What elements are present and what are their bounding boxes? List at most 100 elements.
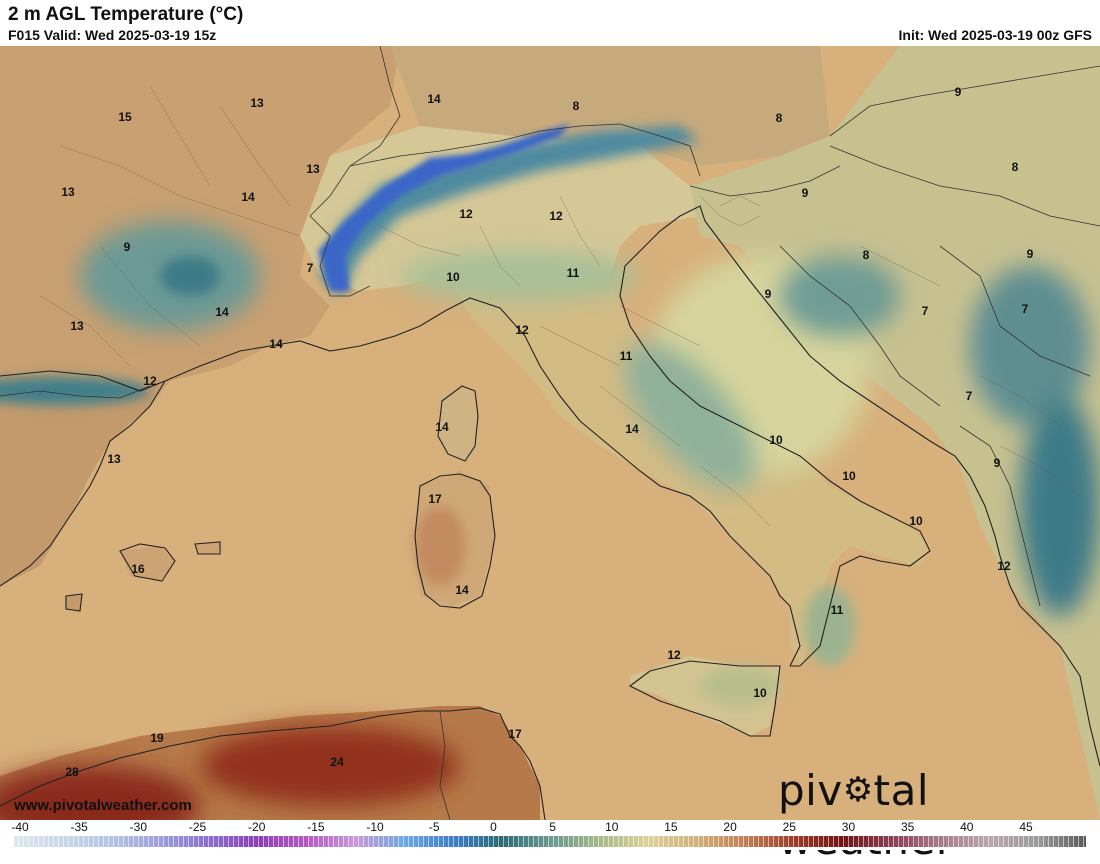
legend-tick-label: -25 <box>188 820 207 834</box>
legend-tick-label: -10 <box>366 820 384 834</box>
temperature-value-label: 14 <box>427 92 441 106</box>
land-mallorca <box>120 546 175 581</box>
cold-france <box>160 256 220 296</box>
land-italy-peninsula <box>450 276 930 666</box>
legend-tick-label: 0 <box>490 820 497 834</box>
legend-tick-label: 20 <box>723 820 737 834</box>
map-header: 2 m AGL Temperature (°C) F015 Valid: Wed… <box>0 0 1100 46</box>
temperature-value-label: 11 <box>620 349 633 363</box>
coast-balkan-south <box>969 475 1100 767</box>
border-spain-france <box>0 385 151 399</box>
temperature-value-label: 24 <box>330 755 344 769</box>
temperature-value-label: 14 <box>435 420 449 434</box>
temperature-value-label: 13 <box>306 162 320 176</box>
temperature-value-label: 12 <box>459 207 473 221</box>
temperature-value-label: 12 <box>143 374 157 388</box>
temperature-value-label: 11 <box>831 603 844 617</box>
africa-hot-east <box>200 726 460 806</box>
temperature-value-label: 17 <box>508 727 522 741</box>
border-france-switzerland <box>309 46 401 217</box>
coast-mallorca <box>119 543 176 582</box>
region-lines-italy <box>379 195 771 527</box>
border-hungary <box>829 65 1100 137</box>
coast-ibiza <box>65 593 83 612</box>
temperature-value-label: 19 <box>150 731 164 745</box>
coast-corsica <box>437 385 479 462</box>
cool-po <box>400 251 640 301</box>
legend-tick-label: -40 <box>11 820 29 834</box>
temperature-value-label: 9 <box>955 85 962 99</box>
border-switzerland-italy <box>349 130 541 167</box>
valid-time: F015 Valid: Wed 2025-03-19 15z <box>8 27 217 43</box>
border-slovenia-croatia <box>689 165 841 197</box>
calabria-cool <box>805 586 855 666</box>
coast-calabria <box>619 250 931 667</box>
legend-tick-label: 35 <box>900 820 915 834</box>
land-balkans <box>690 46 1100 820</box>
legend-tick-label: 5 <box>549 820 556 834</box>
temperature-value-label: 8 <box>776 111 783 125</box>
cool-apennines <box>624 342 756 490</box>
alps-snow <box>318 124 570 291</box>
legend-tick-label: 45 <box>1019 820 1033 834</box>
temperature-value-label: 13 <box>107 452 121 466</box>
alps-cold-band <box>320 126 700 296</box>
temperature-value-label: 10 <box>446 270 460 284</box>
temperature-value-label: 12 <box>667 648 681 662</box>
temperature-value-label: 16 <box>131 562 145 576</box>
cold-albania <box>1020 396 1100 616</box>
legend-tick-label: 30 <box>841 820 856 834</box>
border-croatia-bosnia <box>779 245 941 407</box>
legend-tick-label: 10 <box>605 820 619 834</box>
temperature-value-label: 8 <box>1012 160 1019 174</box>
country-borders <box>0 46 1100 820</box>
coast-africa <box>0 707 546 820</box>
site-url: www.pivotalweather.com <box>14 797 192 814</box>
border-balkan-inner <box>829 145 1100 227</box>
border-austria-italy <box>539 123 701 177</box>
land-menorca <box>195 542 220 554</box>
temperature-value-label: 14 <box>215 305 229 319</box>
init-time: Init: Wed 2025-03-19 00z GFS <box>898 27 1092 43</box>
temperature-value-label: 7 <box>922 304 929 318</box>
border-serbia <box>939 245 1091 377</box>
coast-sicily <box>628 660 781 737</box>
legend-tick-label: 40 <box>960 820 974 834</box>
border-tunisia-algeria <box>439 710 451 820</box>
temperature-value-label: 14 <box>625 422 639 436</box>
legend-tick-label: -20 <box>248 820 266 834</box>
temperature-value-label: 13 <box>250 96 264 110</box>
coast-spain-east <box>0 380 166 587</box>
map-title: 2 m AGL Temperature (°C) <box>8 4 244 25</box>
temperature-value-label: 15 <box>118 110 132 124</box>
legend-tick-label: -30 <box>129 820 148 834</box>
legend-tick-label: 25 <box>782 820 796 834</box>
temperature-map[interactable]: 15 13 14 8 8 9 13 14 13 12 12 8 9 8 9 9 7 10 11 9 7 7 13 14 12 11… <box>0 46 1100 820</box>
color-legend: -40 -35 -30 -25 -20 -15 -10 -5 0 5 10 15 20 25 30 35 40 4… <box>0 820 1100 850</box>
temperature-value-label: 9 <box>1027 247 1034 261</box>
temperature-value-label: 10 <box>769 433 783 447</box>
temperature-value-label: 8 <box>863 248 870 262</box>
coast-adriatic-north <box>639 205 971 477</box>
temperature-value-label: 14 <box>241 190 255 204</box>
temperature-value-label: 12 <box>515 323 529 337</box>
temperature-value-label: 17 <box>428 492 442 506</box>
regional-borders <box>39 85 1081 527</box>
land-north-italy <box>300 126 700 291</box>
temperature-value-label: 14 <box>269 337 283 351</box>
coast-menorca <box>194 541 221 555</box>
temperature-value-label: 9 <box>765 287 772 301</box>
temperature-value-label: 10 <box>753 686 767 700</box>
temperature-shading <box>0 124 1100 820</box>
land-spain <box>0 376 160 586</box>
legend-tick-label: 15 <box>664 820 678 834</box>
logo-gear-icon: ⚙ <box>842 770 874 810</box>
logo-prefix: piv <box>778 766 843 815</box>
temperature-value-label: 12 <box>997 559 1011 573</box>
border-alps-italy <box>309 215 371 297</box>
cold-dinarics <box>780 256 900 336</box>
temperature-value-label: 7 <box>1022 302 1029 316</box>
coast-liguria-italy <box>444 297 801 667</box>
legend-colorbar <box>14 836 1086 847</box>
legend-tick-label: -5 <box>428 820 440 834</box>
